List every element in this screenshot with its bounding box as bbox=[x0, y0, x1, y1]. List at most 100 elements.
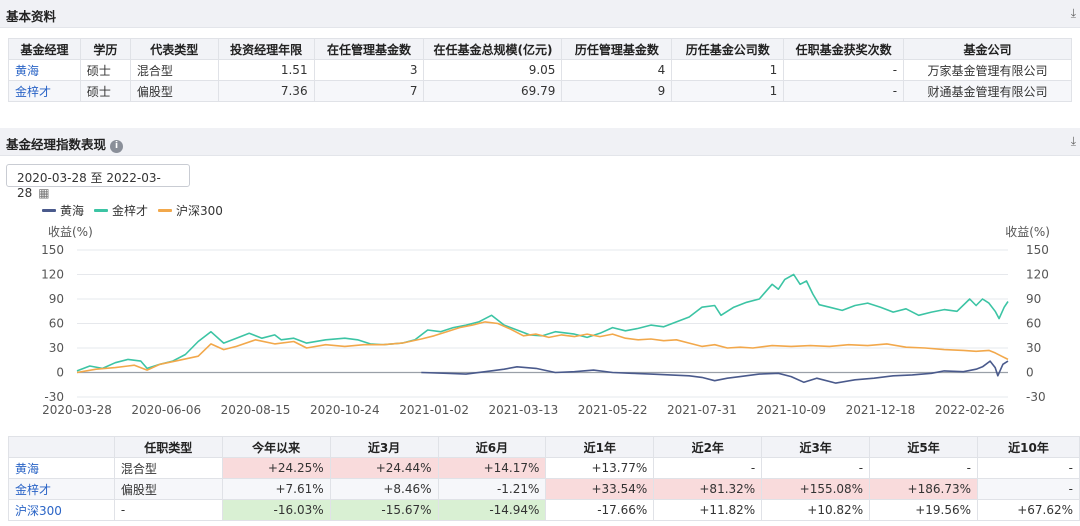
info-icon[interactable]: i bbox=[110, 140, 124, 153]
performance-row: 金梓才 偏股型 +7.61% +8.46% -1.21% +33.54% +81.32% +1… bbox=[8, 478, 1080, 500]
table-cell: 金梓才 bbox=[8, 80, 81, 102]
x-tick-label: 2020-10-24 bbox=[310, 403, 380, 417]
table-cell: 1 bbox=[671, 59, 785, 81]
index-performance-header: 基金经理指数表现 i ⤓ bbox=[0, 128, 1080, 156]
table-cell: - bbox=[977, 478, 1080, 500]
legend-swatch bbox=[158, 209, 173, 212]
manager-row: 金梓才 硕士 偏股型 7.36 7 69.79 9 1- 财通基金管理有限公司 bbox=[8, 80, 1072, 102]
manager-row: 黄海 硕士 混合型 1.51 3 9.05 4 1- 万家基金管理有限公司 bbox=[8, 59, 1072, 81]
table-cell: 财通基金管理有限公司 bbox=[903, 80, 1072, 102]
x-tick-label: 2020-06-06 bbox=[131, 403, 201, 417]
x-tick-label: 2021-12-18 bbox=[846, 403, 916, 417]
date-range-picker[interactable]: 2020-03-28 至 2022-03-28 ▦ bbox=[6, 164, 190, 200]
legend-label: 金梓才 bbox=[112, 204, 149, 218]
table-cell: +155.08% bbox=[761, 478, 871, 500]
table-cell: 4 bbox=[561, 59, 673, 81]
date-range-text: 2020-03-28 至 2022-03-28 bbox=[17, 171, 161, 200]
column-header: 历任基金公司数 bbox=[671, 38, 785, 60]
manager-name-link[interactable]: 金梓才 bbox=[15, 84, 52, 99]
manager-info-header-row: 基金经理 学历 代表类型 投资经理年限 在任管理基金数 在任基金总规模(亿元) 历任管理基金… bbox=[8, 38, 1072, 60]
table-cell: -1.21% bbox=[437, 478, 547, 500]
y-tick-label-right: 150 bbox=[1026, 243, 1049, 257]
table-cell: - bbox=[869, 457, 978, 479]
manager-info-table: 基金经理 学历 代表类型 投资经理年限 在任管理基金数 在任基金总规模(亿元) 历任管理基金… bbox=[8, 38, 1072, 102]
x-tick-label: 2021-03-13 bbox=[488, 403, 558, 417]
y-axis-title-left: 收益(%) bbox=[48, 225, 93, 239]
table-cell: +186.73% bbox=[869, 478, 978, 500]
y-tick-label-right: 60 bbox=[1026, 317, 1041, 331]
legend-item[interactable]: 金梓才 bbox=[94, 204, 148, 218]
y-axis-title-right: 收益(%) bbox=[1005, 225, 1050, 239]
table-cell: +8.46% bbox=[329, 478, 439, 500]
x-tick-label: 2021-07-31 bbox=[667, 403, 737, 417]
legend-item[interactable]: 黄海 bbox=[42, 204, 84, 218]
manager-name-link[interactable]: 黄海 bbox=[15, 63, 40, 78]
table-cell: +19.56% bbox=[869, 499, 978, 521]
row-name-link[interactable]: 黄海 bbox=[15, 461, 40, 476]
column-header: 近2年 bbox=[653, 436, 763, 458]
table-cell: 硕士 bbox=[79, 59, 131, 81]
series-line-2 bbox=[76, 321, 1009, 374]
table-cell: 偏股型 bbox=[129, 80, 219, 102]
table-cell: - bbox=[977, 457, 1080, 479]
table-cell: 7.36 bbox=[217, 80, 315, 102]
x-tick-label: 2021-05-22 bbox=[578, 403, 648, 417]
table-cell: - bbox=[113, 499, 223, 521]
legend-swatch bbox=[94, 209, 109, 212]
table-cell: 1.51 bbox=[217, 59, 315, 81]
column-header: 基金公司 bbox=[903, 38, 1072, 60]
table-cell: +24.44% bbox=[329, 457, 439, 479]
x-tick-label: 2020-08-15 bbox=[221, 403, 291, 417]
series-line-1 bbox=[76, 273, 1009, 372]
column-header: 在任管理基金数 bbox=[313, 38, 425, 60]
column-header: 近1年 bbox=[545, 436, 655, 458]
table-cell: 万家基金管理有限公司 bbox=[903, 59, 1072, 81]
row-name-link[interactable]: 金梓才 bbox=[15, 482, 52, 497]
table-cell: -17.66% bbox=[545, 499, 655, 521]
x-tick-label: 2021-10-09 bbox=[756, 403, 826, 417]
table-cell: +13.77% bbox=[545, 457, 655, 479]
x-tick-label: 2021-01-02 bbox=[399, 403, 469, 417]
column-header: 历任管理基金数 bbox=[561, 38, 673, 60]
index-performance-title: 基金经理指数表现 i bbox=[6, 134, 124, 153]
y-tick-label-right: -30 bbox=[1026, 390, 1046, 404]
row-name-link[interactable]: 沪深300 bbox=[15, 503, 62, 518]
calendar-icon: ▦ bbox=[38, 186, 50, 200]
column-header: 任职类型 bbox=[113, 436, 223, 458]
y-tick-label-right: 30 bbox=[1026, 341, 1041, 355]
performance-header-row: 任职类型 今年以来 近3月 近6月 近1年 近2年 近3年 近5年 近10年 bbox=[8, 436, 1080, 458]
table-cell: - bbox=[783, 59, 905, 81]
table-cell: +67.62% bbox=[977, 499, 1080, 521]
table-cell: - bbox=[783, 80, 905, 102]
table-cell: 3 bbox=[313, 59, 425, 81]
table-cell: +14.17% bbox=[437, 457, 547, 479]
table-cell: +10.82% bbox=[761, 499, 871, 521]
column-header: 近3月 bbox=[329, 436, 439, 458]
table-cell: +24.25% bbox=[221, 457, 331, 479]
table-cell: 偏股型 bbox=[113, 478, 223, 500]
y-tick-label-right: 90 bbox=[1026, 292, 1041, 306]
legend-item[interactable]: 沪深300 bbox=[158, 204, 223, 218]
export-icon[interactable]: ⤓ bbox=[1070, 134, 1076, 148]
column-header: 近3年 bbox=[761, 436, 871, 458]
table-cell: 1 bbox=[671, 80, 785, 102]
basic-info-header: 基本资料 ⤓ bbox=[0, 0, 1080, 28]
column-header bbox=[8, 436, 115, 458]
table-cell: -14.94% bbox=[437, 499, 547, 521]
x-tick-label: 2020-03-28 bbox=[42, 403, 112, 417]
table-cell: 金梓才 bbox=[8, 478, 115, 500]
table-cell: +33.54% bbox=[545, 478, 655, 500]
table-cell: 混合型 bbox=[129, 59, 219, 81]
table-cell: 沪深300 bbox=[8, 499, 115, 521]
table-cell: 硕士 bbox=[79, 80, 131, 102]
table-cell: 混合型 bbox=[113, 457, 223, 479]
export-icon[interactable]: ⤓ bbox=[1070, 6, 1076, 20]
table-cell: +7.61% bbox=[221, 478, 331, 500]
performance-table: 任职类型 今年以来 近3月 近6月 近1年 近2年 近3年 近5年 近10年 黄海 混合型 +24.… bbox=[8, 436, 1080, 521]
column-header: 学历 bbox=[79, 38, 131, 60]
series-line-0 bbox=[421, 360, 1009, 384]
legend-swatch bbox=[42, 209, 56, 212]
legend-label: 沪深300 bbox=[176, 204, 223, 218]
y-tick-label-left: 120 bbox=[41, 268, 64, 282]
column-header: 近10年 bbox=[977, 436, 1080, 458]
